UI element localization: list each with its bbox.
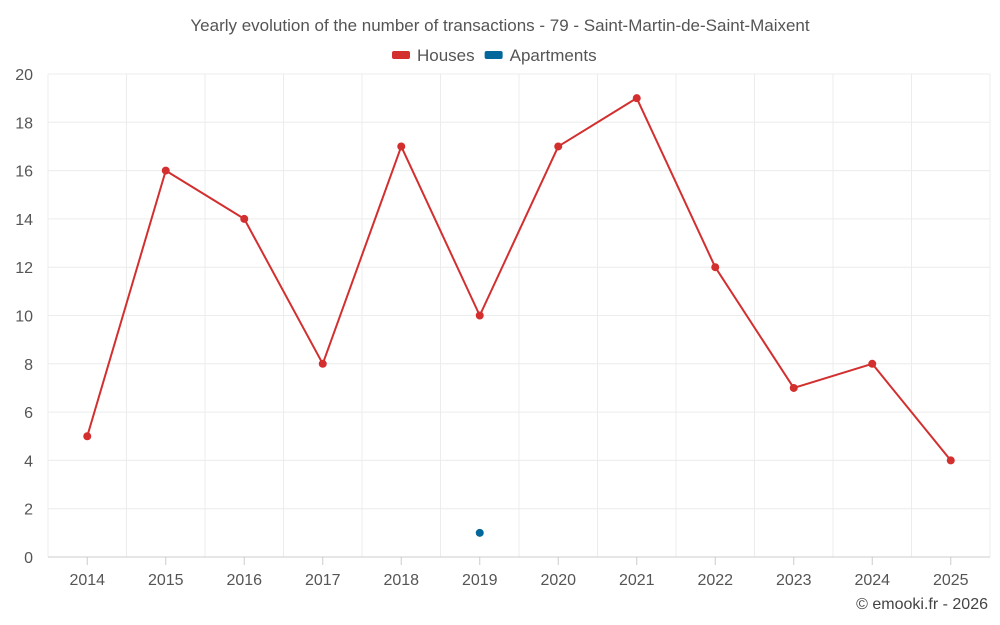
y-tick-label: 4: [24, 453, 33, 470]
x-tick-label: 2023: [776, 572, 812, 589]
legend-label: Apartments: [510, 46, 597, 65]
data-point[interactable]: [554, 142, 563, 151]
legend-swatch: [484, 51, 503, 59]
series-line: [86, 97, 952, 462]
x-tick-label: 2020: [540, 572, 576, 589]
x-tick-label: 2019: [462, 572, 498, 589]
series-apartments: [475, 528, 484, 537]
legend-label: Houses: [417, 46, 475, 65]
data-point[interactable]: [397, 142, 406, 151]
legend-item-houses[interactable]: Houses: [392, 46, 475, 65]
data-point[interactable]: [868, 359, 877, 368]
series-houses: [83, 94, 955, 465]
data-point[interactable]: [475, 311, 484, 320]
data-point[interactable]: [161, 166, 170, 175]
y-tick-label: 8: [24, 357, 33, 374]
chart-title: Yearly evolution of the number of transa…: [190, 16, 810, 35]
x-tick-label: 2024: [854, 572, 890, 589]
data-point[interactable]: [475, 528, 484, 537]
y-tick-label: 18: [15, 115, 33, 132]
data-point[interactable]: [240, 214, 249, 223]
y-tick-label: 16: [15, 164, 33, 181]
x-tick-label: 2022: [697, 572, 733, 589]
x-tick-label: 2017: [305, 572, 341, 589]
y-tick-label: 0: [24, 550, 33, 567]
x-tick-label: 2025: [933, 572, 969, 589]
legend-swatch: [392, 51, 410, 59]
y-tick-label: 6: [24, 405, 33, 422]
data-point[interactable]: [789, 383, 798, 392]
x-tick-label: 2015: [148, 572, 184, 589]
y-tick-label: 10: [15, 309, 33, 326]
x-tick-label: 2018: [383, 572, 419, 589]
data-point[interactable]: [83, 432, 92, 441]
data-point[interactable]: [711, 263, 720, 272]
y-tick-label: 2: [24, 502, 33, 519]
x-tick-label: 2016: [226, 572, 262, 589]
y-tick-label: 20: [15, 67, 33, 84]
y-tick-label: 14: [15, 212, 33, 229]
data-point[interactable]: [946, 456, 955, 465]
y-tick-label: 12: [15, 260, 33, 277]
data-point[interactable]: [632, 94, 641, 103]
x-tick-label: 2014: [69, 572, 105, 589]
legend-item-apartments[interactable]: Apartments: [484, 46, 597, 65]
x-tick-label: 2021: [619, 572, 655, 589]
data-point[interactable]: [318, 359, 327, 368]
credit-text: © emooki.fr - 2026: [856, 596, 988, 613]
